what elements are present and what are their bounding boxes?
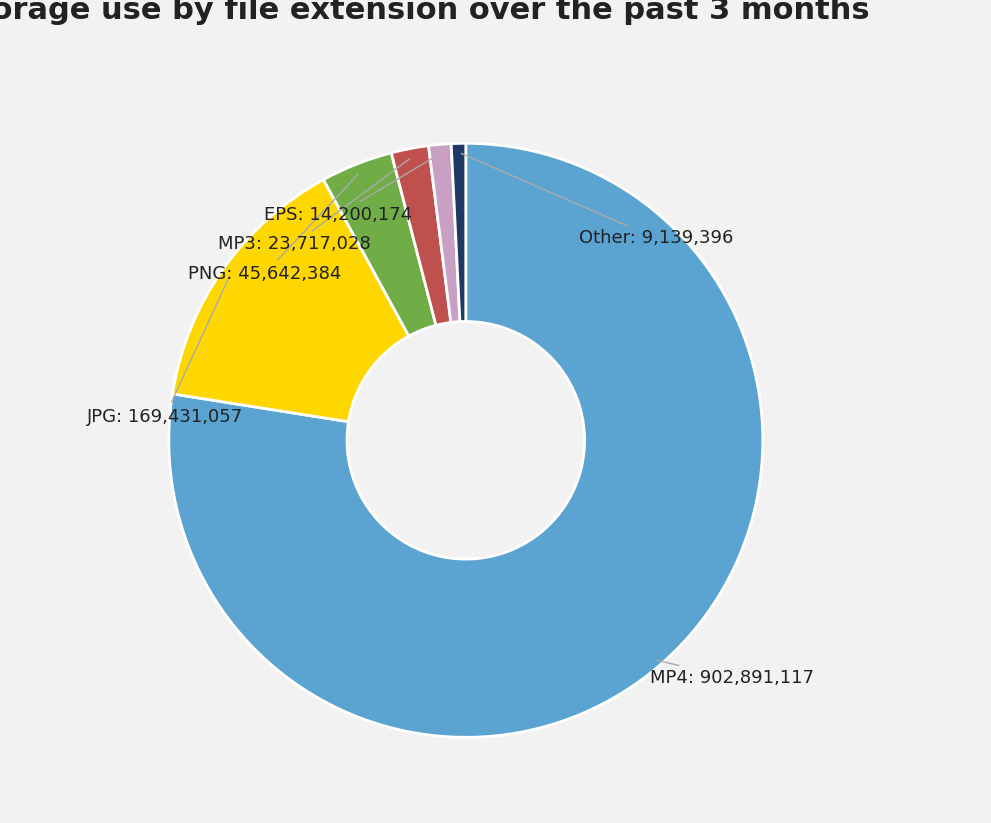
Wedge shape: [391, 146, 451, 325]
Wedge shape: [168, 143, 763, 737]
Text: EPS: 14,200,174: EPS: 14,200,174: [265, 155, 438, 224]
Text: JPG: 169,431,057: JPG: 169,431,057: [87, 277, 243, 425]
Text: MP4: 902,891,117: MP4: 902,891,117: [650, 660, 814, 687]
Text: PNG: 45,642,384: PNG: 45,642,384: [187, 174, 358, 283]
Wedge shape: [323, 153, 436, 336]
Wedge shape: [428, 144, 460, 323]
Wedge shape: [451, 143, 466, 322]
Text: Storage use by file extension over the past 3 months: Storage use by file extension over the p…: [0, 0, 869, 26]
Text: MP3: 23,717,028: MP3: 23,717,028: [218, 159, 409, 253]
Text: Other: 9,139,396: Other: 9,139,396: [461, 153, 733, 248]
Wedge shape: [172, 179, 409, 421]
